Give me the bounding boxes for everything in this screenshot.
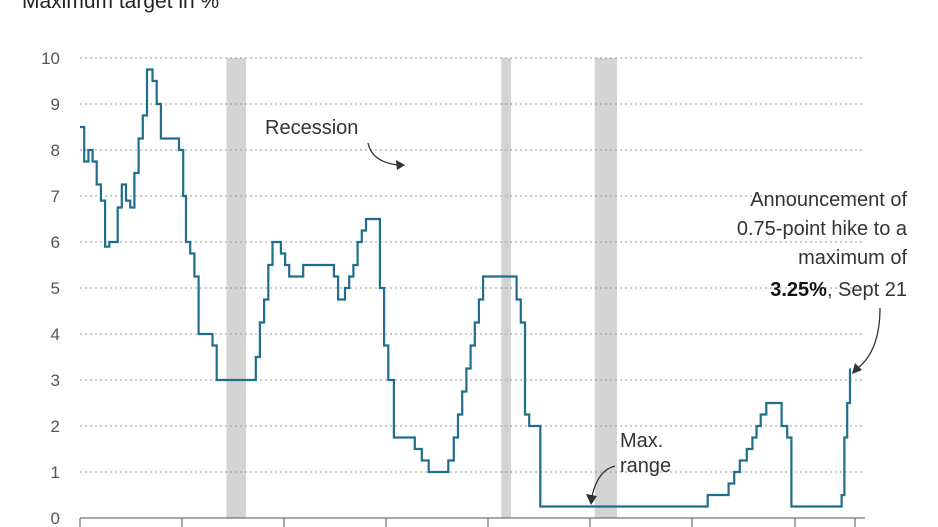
annotation-recession-arrow (367, 142, 399, 166)
series-line-layer (80, 68, 852, 508)
annotation-hike-arrow (857, 307, 881, 369)
y-tick-label-0: 0 (51, 509, 60, 527)
annotation-hike-arrowhead (852, 363, 862, 374)
annotation-hike-line4: 3.25%, Sept 21 (770, 279, 907, 301)
annotation-range-arrow (591, 465, 616, 497)
y-tick-label-2: 2 (51, 417, 60, 436)
annotation-range-arrowhead (586, 494, 597, 505)
annotation-hike-date: , Sept 21 (827, 279, 907, 301)
y-tick-label-3: 3 (51, 371, 60, 390)
annotation-hike-line2: 0.75-point hike to a (737, 218, 908, 240)
annotation-hike-value: 3.25% (770, 279, 827, 301)
annotation-recession-arrowhead (396, 160, 405, 170)
y-tick-label-1: 1 (51, 463, 60, 482)
y-tick-label-4: 4 (51, 325, 60, 344)
annotation-hike-line3: maximum of (798, 247, 907, 269)
y-tick-label-7: 7 (51, 187, 60, 206)
y-tick-label-8: 8 (51, 141, 60, 160)
y-tick-label-10: 10 (41, 49, 60, 68)
series-line-1 (80, 68, 852, 508)
annotation-recession: Recession (265, 117, 358, 139)
y-tick-label-5: 5 (51, 279, 60, 298)
annotation-hike-line1: Announcement of (750, 189, 907, 211)
annotation-range: range (620, 455, 671, 477)
y-tick-label-6: 6 (51, 233, 60, 252)
y-axis-tick-labels: 0 1 2 3 4 5 6 7 8 9 10 (41, 49, 60, 527)
y-tick-label-9: 9 (51, 95, 60, 114)
chart-subtitle: Maximum target in % (22, 0, 219, 13)
annotation-max: Max. (620, 430, 663, 452)
